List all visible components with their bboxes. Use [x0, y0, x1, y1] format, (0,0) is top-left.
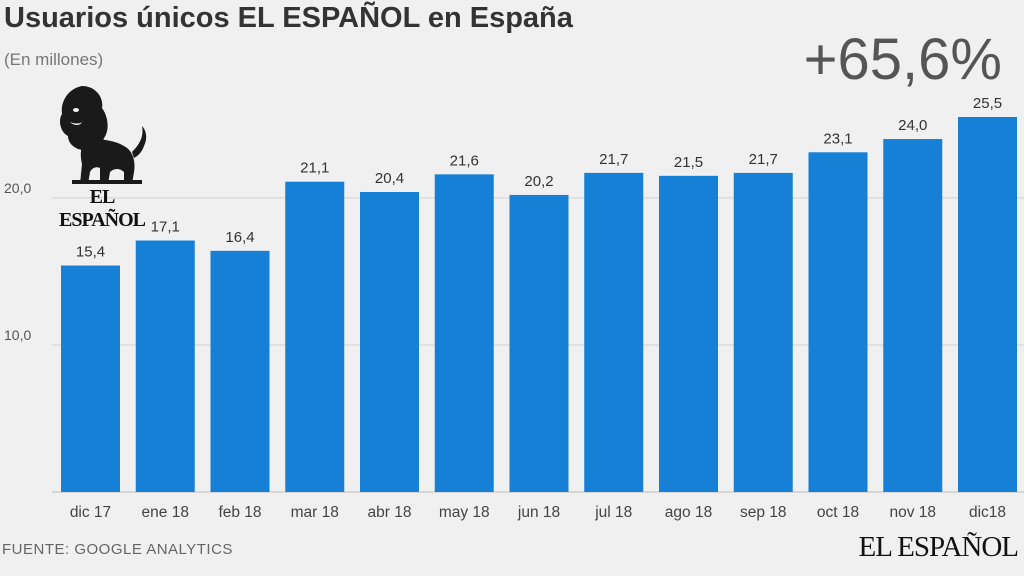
x-category-label: may 18 [439, 504, 490, 521]
x-category-label: oct 18 [817, 504, 859, 521]
growth-badge: +65,6% [803, 27, 1002, 92]
labels-layer: 10,0 20,0 15,4 dic 17 17,1 ene 18 16,4 feb 18 21… [4, 95, 1006, 521]
logo-text: EL ESPAÑOL [59, 186, 146, 231]
bar-value-label: 23,1 [823, 130, 852, 147]
x-category-label: abr 18 [368, 504, 412, 521]
bar [285, 181, 345, 493]
x-category-label: dic18 [969, 504, 1006, 521]
bar-value-label: 21,6 [450, 152, 479, 169]
bar-value-label: 20,4 [375, 170, 404, 187]
chart-title: Usuarios únicos EL ESPAÑOL en España [4, 2, 573, 34]
x-category-label: nov 18 [889, 504, 936, 521]
bar [61, 265, 120, 492]
bar [659, 175, 718, 492]
x-category-label: jul 18 [594, 504, 632, 521]
x-category-label: ago 18 [665, 504, 712, 521]
bar-value-label: 17,1 [151, 219, 180, 236]
x-category-label: ene 18 [142, 504, 189, 521]
x-category-label: mar 18 [291, 504, 339, 521]
bar-value-label: 24,0 [898, 117, 927, 134]
bar [135, 240, 195, 492]
bar [958, 117, 1017, 492]
bar [733, 172, 793, 492]
lion-icon [60, 86, 147, 184]
bar-value-label: 21,5 [674, 154, 703, 171]
bar-value-label: 21,7 [599, 151, 628, 168]
source-note: FUENTE: GOOGLE ANALYTICS [2, 541, 233, 558]
x-category-label: jun 18 [517, 504, 560, 521]
bar [509, 194, 569, 493]
bar [584, 172, 644, 492]
bars-layer [61, 117, 1017, 493]
bar-value-label: 16,4 [225, 229, 254, 246]
chart-subtitle: (En millones) [4, 50, 104, 69]
bar [808, 152, 868, 492]
bar-value-label: 25,5 [973, 95, 1002, 112]
x-category-label: sep 18 [740, 504, 787, 521]
bar-value-label: 21,7 [749, 151, 778, 168]
y-tick-label: 10,0 [4, 327, 31, 343]
bar [210, 250, 270, 492]
bar-value-label: 21,1 [300, 160, 329, 177]
bar-value-label: 15,4 [76, 244, 105, 261]
bar-value-label: 20,2 [524, 173, 553, 190]
bar [360, 192, 419, 492]
bar [434, 174, 494, 492]
footer-brand-logo: EL ESPAÑOL [858, 531, 1019, 563]
x-category-label: dic 17 [70, 504, 111, 521]
x-category-label: feb 18 [218, 504, 261, 521]
y-tick-label: 20,0 [4, 180, 31, 196]
bar [883, 139, 943, 492]
